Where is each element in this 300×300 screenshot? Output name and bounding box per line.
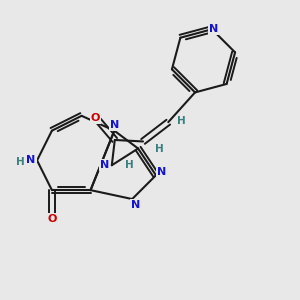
Text: N: N [209, 24, 218, 34]
Text: H: H [177, 116, 186, 126]
Text: H: H [155, 144, 164, 154]
Text: N: N [110, 120, 119, 130]
Text: N: N [157, 167, 167, 177]
Text: N: N [26, 155, 36, 165]
Text: O: O [47, 214, 57, 224]
Text: O: O [91, 113, 100, 123]
Text: N: N [130, 200, 140, 210]
Text: H: H [16, 157, 25, 167]
Text: N: N [100, 160, 109, 170]
Text: H: H [125, 160, 134, 170]
